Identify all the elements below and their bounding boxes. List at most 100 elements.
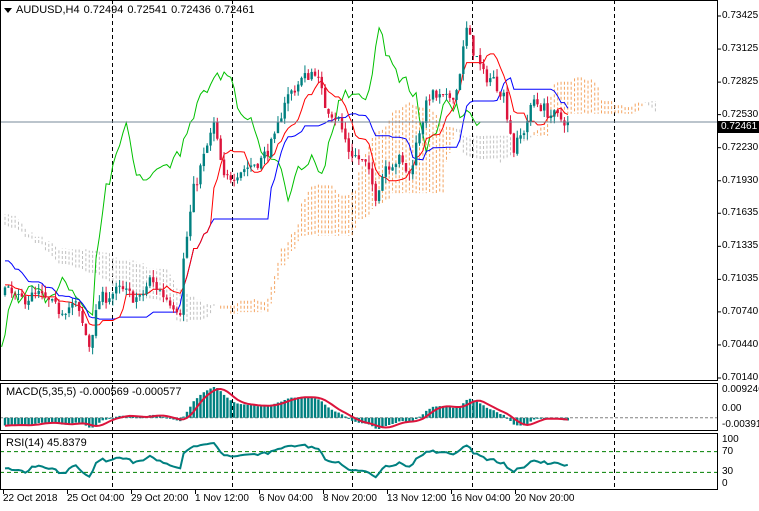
bar-open: 0.72494 bbox=[83, 4, 124, 16]
candle-body bbox=[445, 93, 448, 95]
candle-body bbox=[492, 77, 495, 79]
macd-histogram-bar bbox=[475, 401, 478, 418]
candle-body bbox=[276, 122, 280, 134]
candle-body bbox=[172, 305, 175, 310]
macd-histogram-bar bbox=[216, 388, 219, 418]
macd-histogram-bar bbox=[44, 417, 47, 423]
price-axis-label: 0.72530 bbox=[722, 108, 759, 120]
macd-histogram-bar bbox=[138, 417, 141, 419]
candle-body bbox=[529, 104, 532, 123]
macd-histogram-bar bbox=[435, 406, 438, 418]
macd-histogram-bar bbox=[408, 417, 411, 422]
bar-low: 0.72436 bbox=[171, 4, 211, 16]
candle-body bbox=[121, 286, 125, 290]
macd-histogram-bar bbox=[374, 417, 377, 429]
candle-body bbox=[553, 110, 556, 117]
macd-histogram-bar bbox=[111, 417, 115, 419]
candle-body bbox=[259, 157, 263, 169]
macd-histogram-bar bbox=[243, 404, 246, 418]
chikou-span-line bbox=[1, 26, 481, 348]
macd-histogram-bar bbox=[219, 391, 222, 418]
tenkan-sen-line bbox=[5, 53, 569, 326]
candle-body bbox=[371, 168, 374, 185]
macd-histogram-bar bbox=[253, 405, 256, 418]
macd-histogram-bar bbox=[182, 416, 185, 418]
bar-close: 0.72461 bbox=[214, 4, 255, 16]
candle-body bbox=[155, 282, 158, 290]
candle-body bbox=[499, 91, 502, 97]
macd-histogram-bar bbox=[64, 417, 67, 425]
macd-histogram-bar bbox=[438, 406, 441, 418]
macd-histogram-bar bbox=[499, 414, 502, 418]
symbol-timeframe: AUDUSD,H4 bbox=[16, 4, 80, 16]
candle-body bbox=[293, 90, 297, 93]
candle-body bbox=[367, 162, 371, 170]
candle-body bbox=[64, 313, 67, 315]
candle-body bbox=[475, 56, 478, 58]
macd-histogram-bar bbox=[290, 397, 293, 418]
candle-body bbox=[441, 94, 445, 96]
candle-body bbox=[556, 109, 559, 113]
candle-body bbox=[414, 142, 418, 166]
candle-body bbox=[350, 150, 354, 157]
candle-body bbox=[273, 133, 276, 140]
candle-body bbox=[206, 145, 209, 153]
macd-histogram-bar bbox=[61, 417, 64, 425]
macd-histogram-bar bbox=[270, 404, 273, 418]
candle-body bbox=[243, 169, 246, 173]
macd-histogram-bar bbox=[425, 410, 428, 418]
time-label: 22 Oct 2018 bbox=[3, 493, 58, 504]
candle-body bbox=[111, 293, 115, 299]
macd-histogram-bar bbox=[384, 417, 388, 426]
candle-body bbox=[408, 171, 411, 174]
candle-body bbox=[30, 292, 34, 302]
macd-histogram-bar bbox=[441, 406, 445, 418]
candle-body bbox=[77, 302, 81, 311]
macd-histogram-bar bbox=[77, 417, 81, 423]
macd-histogram-bar bbox=[472, 400, 475, 418]
macd-histogram-bar bbox=[280, 401, 283, 418]
candle-body bbox=[468, 28, 472, 35]
candle-body bbox=[472, 35, 475, 56]
candle-body bbox=[67, 307, 71, 314]
candle-body bbox=[7, 286, 10, 288]
macd-histogram-bar bbox=[185, 411, 189, 418]
candle-body bbox=[34, 292, 37, 294]
macd-histogram-bar bbox=[91, 417, 94, 428]
macd-histogram-bar bbox=[452, 407, 455, 418]
macd-histogram-bar bbox=[340, 414, 344, 418]
rsi-panel-border bbox=[0, 433, 718, 490]
candle-body bbox=[175, 308, 179, 313]
candle-body bbox=[357, 155, 361, 160]
macd-histogram-bar bbox=[300, 396, 303, 418]
candle-body bbox=[347, 138, 350, 152]
candle-body bbox=[505, 91, 509, 120]
candle-body bbox=[266, 150, 270, 157]
candle-body bbox=[323, 87, 327, 109]
candle-body bbox=[148, 277, 152, 286]
candle-body bbox=[559, 112, 563, 120]
candle-body bbox=[394, 164, 398, 167]
macd-histogram-bar bbox=[404, 417, 408, 422]
macd-axis-bottom: -0.003916 bbox=[722, 419, 759, 430]
candle-body bbox=[387, 166, 391, 170]
candle-body bbox=[209, 132, 212, 146]
price-axis-label: 0.70740 bbox=[722, 305, 759, 317]
macd-histogram-bar bbox=[526, 417, 529, 424]
macd-histogram-bar bbox=[222, 394, 226, 418]
candle-body bbox=[485, 69, 489, 83]
macd-histogram-bar bbox=[478, 403, 482, 418]
macd-histogram-bar bbox=[401, 417, 404, 422]
macd-histogram-bar bbox=[81, 417, 84, 424]
candle-body bbox=[384, 166, 388, 177]
candle-body bbox=[246, 167, 249, 169]
candle-body bbox=[374, 183, 377, 201]
candle-body bbox=[340, 117, 344, 130]
candle-body bbox=[182, 258, 185, 315]
macd-histogram-bar bbox=[465, 399, 468, 418]
rsi-axis-0: 0 bbox=[722, 478, 728, 489]
triangle-down-icon[interactable] bbox=[4, 7, 12, 13]
macd-histogram-bar bbox=[266, 405, 270, 418]
candle-body bbox=[310, 71, 313, 80]
